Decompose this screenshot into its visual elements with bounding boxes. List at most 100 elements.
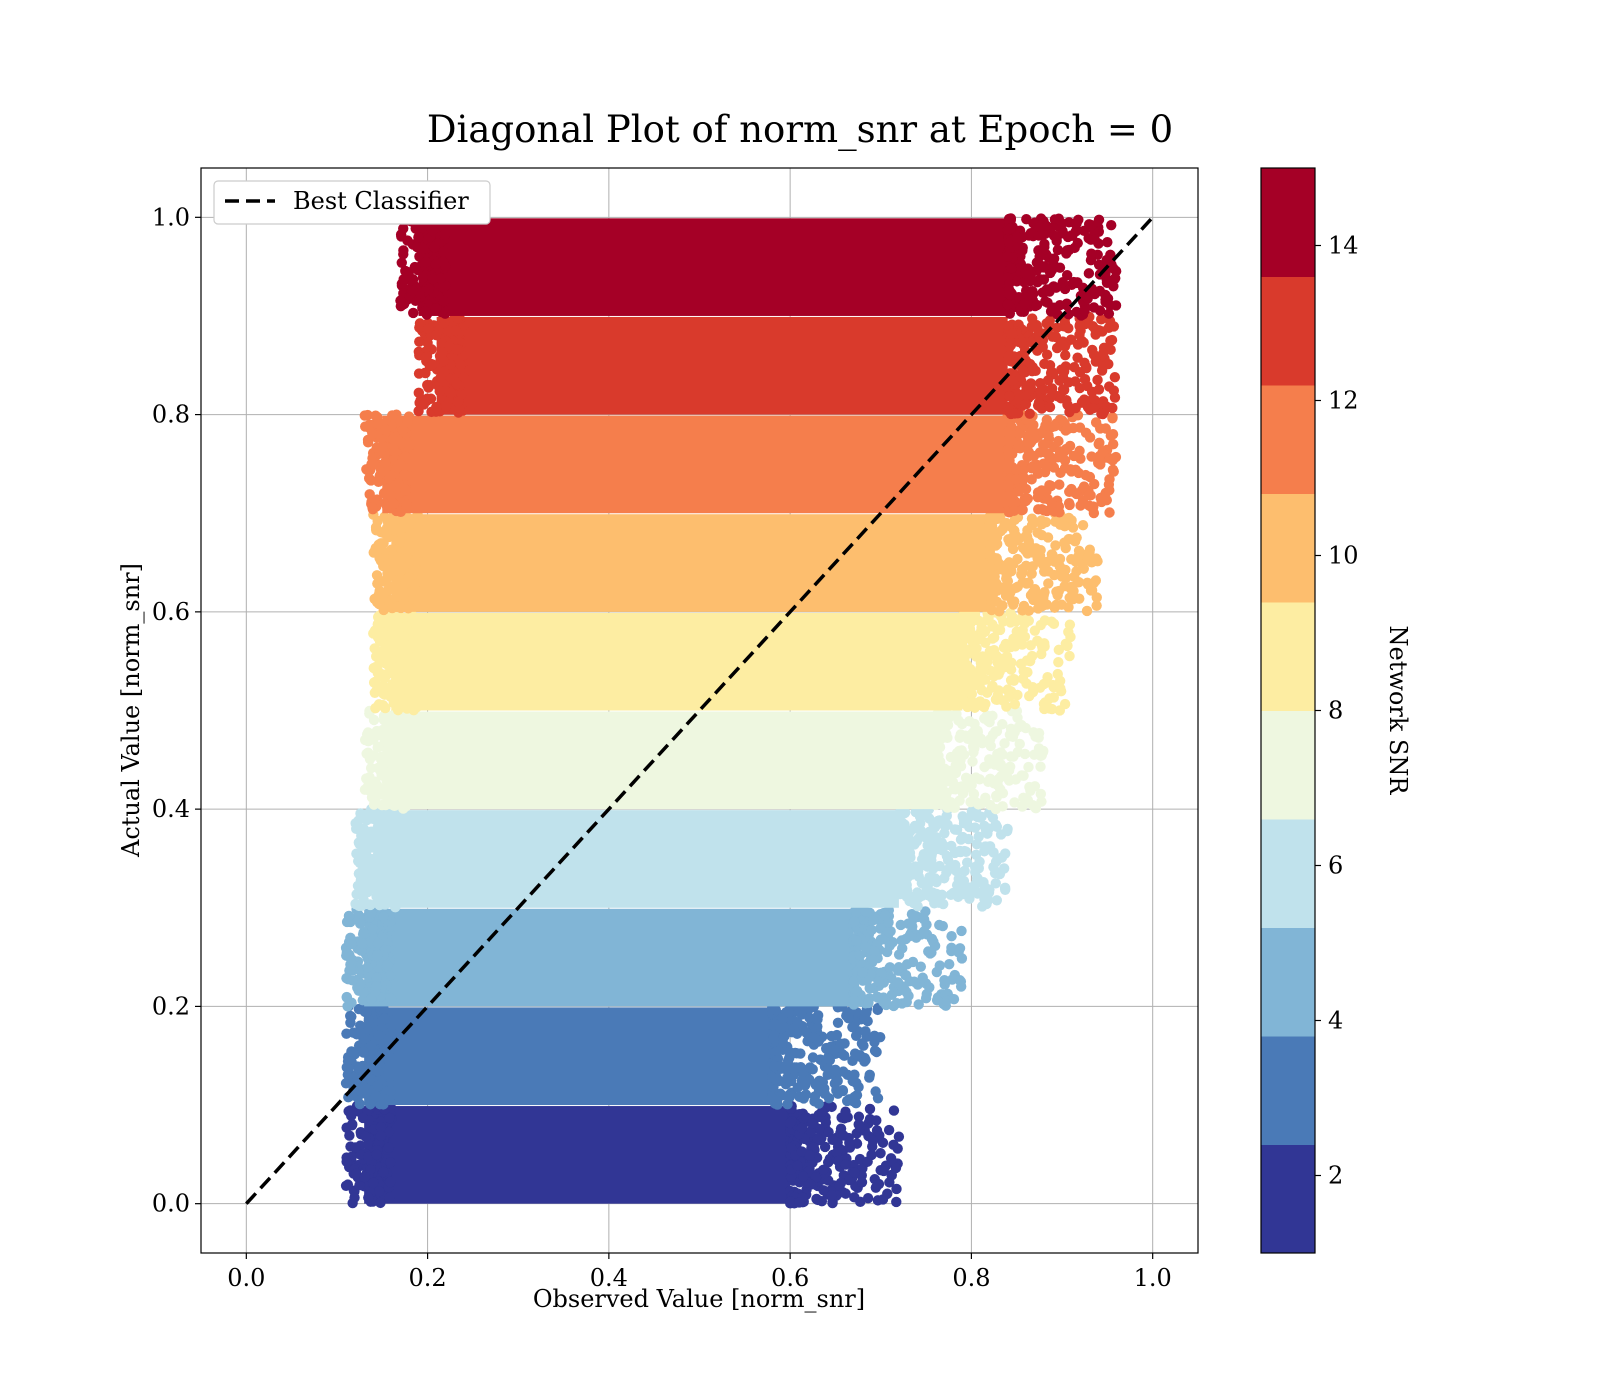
scatter-point <box>1068 276 1079 288</box>
scatter-point <box>355 1027 366 1039</box>
scatter-point <box>434 386 445 397</box>
scatter-point <box>390 902 401 913</box>
scatter-point <box>401 653 412 664</box>
scatter-point <box>369 643 380 654</box>
scatter-point <box>353 985 364 996</box>
scatter-point <box>1026 463 1037 474</box>
scatter-point <box>901 879 912 891</box>
scatter-point <box>1105 249 1116 261</box>
scatter-point <box>367 923 379 935</box>
scatter-point <box>853 1119 864 1130</box>
scatter-point <box>1052 244 1064 256</box>
scatter-band <box>359 705 1049 815</box>
scatter-point <box>1068 450 1080 462</box>
scatter-point <box>1019 268 1031 279</box>
scatter-point <box>1009 698 1021 710</box>
scatter-point <box>362 962 373 973</box>
scatter-point <box>1090 356 1102 367</box>
scatter-point <box>1060 638 1072 649</box>
scatter-point <box>927 863 939 875</box>
colorbar-label: Network SNR <box>1384 626 1412 796</box>
scatter-point <box>346 1011 357 1022</box>
scatter-point <box>411 564 422 576</box>
scatter-point <box>872 1093 884 1104</box>
scatter-point <box>354 884 365 896</box>
scatter-point <box>902 861 914 872</box>
scatter-point <box>869 1036 880 1048</box>
scatter-point <box>869 946 880 957</box>
scatter-point <box>378 537 389 549</box>
scatter-point <box>396 438 408 449</box>
scatter-point <box>1003 351 1015 362</box>
scatter-point <box>991 792 1002 803</box>
scatter-point <box>1025 640 1036 651</box>
scatter-point <box>855 1196 866 1208</box>
scatter-point <box>850 1030 862 1041</box>
scatter-point <box>805 1126 816 1138</box>
scatter-point <box>918 926 930 937</box>
scatter-point <box>1104 484 1115 496</box>
scatter-point <box>806 1118 818 1129</box>
scatter-point <box>343 1063 354 1074</box>
scatter-point <box>380 767 391 778</box>
scatter-point <box>365 899 376 911</box>
scatter-point <box>1097 447 1108 458</box>
scatter-point <box>822 1069 833 1081</box>
scatter-point <box>419 367 431 378</box>
scatter-point <box>378 911 389 922</box>
scatter-point <box>369 545 381 556</box>
scatter-point <box>1063 323 1074 334</box>
scatter-point <box>385 470 397 481</box>
scatter-point <box>965 683 977 694</box>
scatter-point <box>969 861 981 873</box>
scatter-point <box>1004 289 1015 300</box>
scatter-point <box>1020 495 1032 507</box>
scatter-point <box>895 919 906 931</box>
scatter-point <box>864 1072 875 1083</box>
scatter-point <box>1063 308 1074 320</box>
scatter-point <box>860 906 871 917</box>
scatter-point <box>931 767 942 779</box>
scatter-point <box>1098 347 1109 359</box>
scatter-point <box>896 817 908 828</box>
scatter-point <box>400 781 412 793</box>
scatter-point <box>851 985 863 997</box>
y-tick-label: 0.2 <box>152 992 190 1020</box>
scatter-point <box>438 295 450 307</box>
scatter-point <box>797 1004 808 1016</box>
scatter-point <box>1038 592 1049 604</box>
scatter-point <box>829 1044 840 1056</box>
scatter-point <box>1013 440 1024 451</box>
scatter-point <box>991 821 1003 832</box>
scatter-point <box>1066 483 1077 495</box>
scatter-point <box>1008 505 1020 516</box>
scatter-point <box>1050 540 1061 551</box>
scatter-point <box>1005 213 1017 224</box>
scatter-point <box>960 611 972 623</box>
scatter-point <box>838 1130 849 1141</box>
scatter-point <box>860 1026 871 1037</box>
colorbar-tick-label: 4 <box>1328 1007 1343 1035</box>
scatter-point <box>377 589 389 600</box>
scatter-point <box>860 942 871 953</box>
scatter-point <box>385 754 397 765</box>
scatter-point <box>1021 655 1033 666</box>
scatter-point <box>1025 227 1037 239</box>
scatter-band-core <box>373 810 899 908</box>
scatter-point <box>356 852 368 863</box>
scatter-point <box>827 1134 838 1145</box>
scatter-point <box>411 619 422 631</box>
scatter-point <box>1053 585 1065 597</box>
scatter-point <box>893 1131 905 1142</box>
scatter-point <box>346 1107 358 1118</box>
scatter-point <box>848 994 860 1006</box>
scatter-point <box>1063 626 1074 638</box>
scatter-point <box>1059 537 1070 548</box>
scatter-point <box>843 1174 855 1186</box>
scatter-point <box>367 877 378 889</box>
scatter-point <box>359 1171 370 1183</box>
scatter-point <box>387 520 398 532</box>
scatter-point <box>862 1192 874 1204</box>
scatter-point <box>928 822 940 833</box>
scatter-point <box>1083 268 1095 279</box>
